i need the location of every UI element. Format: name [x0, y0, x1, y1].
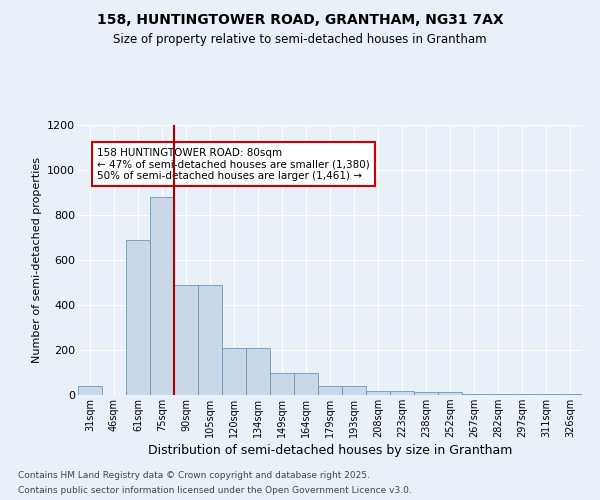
Bar	[318, 386, 342, 395]
X-axis label: Distribution of semi-detached houses by size in Grantham: Distribution of semi-detached houses by …	[148, 444, 512, 457]
Bar	[270, 372, 294, 395]
Bar	[366, 390, 390, 395]
Bar	[558, 394, 582, 395]
Text: Contains HM Land Registry data © Crown copyright and database right 2025.: Contains HM Land Registry data © Crown c…	[18, 471, 370, 480]
Y-axis label: Number of semi-detached properties: Number of semi-detached properties	[32, 157, 41, 363]
Bar	[246, 348, 270, 395]
Bar	[510, 394, 534, 395]
Bar	[486, 394, 510, 395]
Bar	[78, 386, 102, 395]
Bar	[294, 372, 318, 395]
Text: 158 HUNTINGTOWER ROAD: 80sqm
← 47% of semi-detached houses are smaller (1,380)
5: 158 HUNTINGTOWER ROAD: 80sqm ← 47% of se…	[97, 148, 370, 180]
Text: Size of property relative to semi-detached houses in Grantham: Size of property relative to semi-detach…	[113, 32, 487, 46]
Bar	[174, 285, 198, 395]
Bar	[198, 285, 222, 395]
Bar	[222, 348, 246, 395]
Bar	[390, 390, 414, 395]
Bar	[126, 240, 150, 395]
Bar	[462, 394, 486, 395]
Bar	[438, 392, 462, 395]
Bar	[534, 394, 558, 395]
Bar	[414, 392, 438, 395]
Text: 158, HUNTINGTOWER ROAD, GRANTHAM, NG31 7AX: 158, HUNTINGTOWER ROAD, GRANTHAM, NG31 7…	[97, 12, 503, 26]
Bar	[342, 386, 366, 395]
Bar	[150, 197, 174, 395]
Text: Contains public sector information licensed under the Open Government Licence v3: Contains public sector information licen…	[18, 486, 412, 495]
